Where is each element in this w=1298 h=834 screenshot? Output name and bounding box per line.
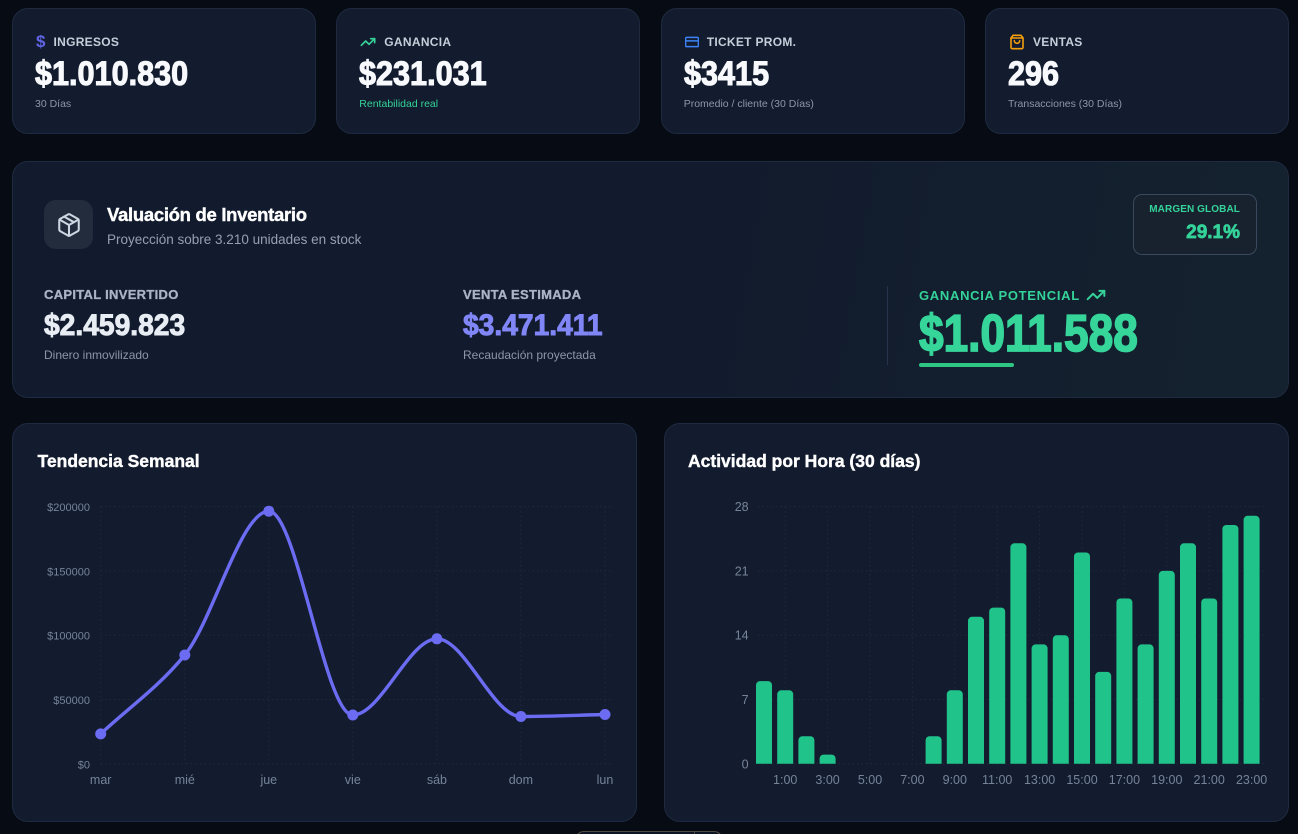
svg-text:$100000: $100000 bbox=[47, 631, 90, 643]
svg-text:sáb: sáb bbox=[427, 773, 447, 787]
svg-text:jue: jue bbox=[259, 773, 277, 787]
svg-text:11:00: 11:00 bbox=[982, 773, 1012, 787]
svg-text:3:00: 3:00 bbox=[815, 773, 839, 787]
svg-text:0: 0 bbox=[741, 757, 748, 771]
svg-text:19:00: 19:00 bbox=[1151, 773, 1182, 787]
svg-text:17:00: 17:00 bbox=[1108, 773, 1139, 787]
svg-text:$150000: $150000 bbox=[47, 566, 90, 578]
svg-text:7:00: 7:00 bbox=[900, 773, 924, 787]
svg-text:dom: dom bbox=[509, 773, 533, 787]
svg-text:21:00: 21:00 bbox=[1193, 773, 1224, 787]
svg-text:$0: $0 bbox=[78, 759, 90, 771]
svg-text:5:00: 5:00 bbox=[857, 773, 881, 787]
svg-text:23:00: 23:00 bbox=[1235, 773, 1266, 787]
svg-text:13:00: 13:00 bbox=[1023, 773, 1054, 787]
svg-text:mar: mar bbox=[90, 773, 112, 787]
svg-text:$200000: $200000 bbox=[47, 502, 90, 514]
svg-text:21: 21 bbox=[734, 564, 748, 578]
svg-text:15:00: 15:00 bbox=[1066, 773, 1097, 787]
svg-text:9:00: 9:00 bbox=[942, 773, 966, 787]
svg-text:28: 28 bbox=[734, 500, 748, 514]
svg-text:lun: lun bbox=[597, 773, 614, 787]
svg-text:14: 14 bbox=[734, 629, 748, 643]
svg-text:vie: vie bbox=[345, 773, 361, 787]
svg-text:$50000: $50000 bbox=[53, 695, 90, 707]
svg-text:mié: mié bbox=[175, 773, 195, 787]
svg-text:1:00: 1:00 bbox=[773, 773, 797, 787]
svg-text:7: 7 bbox=[741, 693, 748, 707]
